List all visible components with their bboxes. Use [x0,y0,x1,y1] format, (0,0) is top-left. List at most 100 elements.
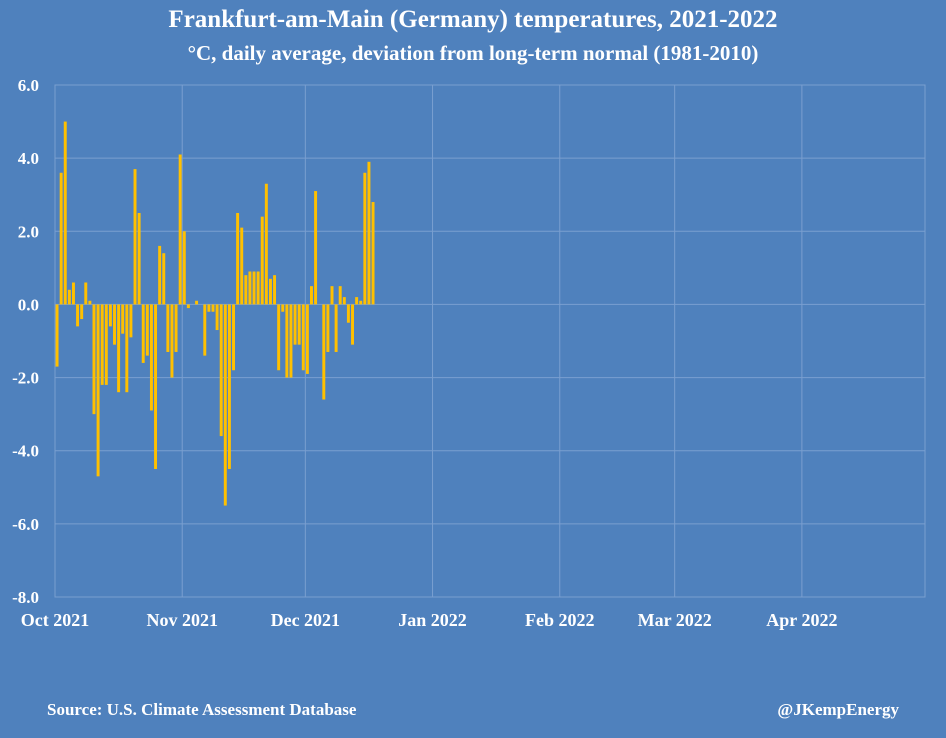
temperature-bar [104,304,108,385]
temperature-bar [113,304,116,345]
temperature-bar [117,304,121,393]
temperature-bar [80,304,84,320]
x-tick-label: Oct 2021 [21,610,89,630]
temperature-bar [141,304,145,363]
x-tick-label: Feb 2022 [525,610,595,630]
temperature-bar [351,304,354,345]
temperature-bar [133,169,137,305]
temperature-bar [240,227,244,305]
y-tick-label: 6.0 [18,76,39,95]
temperature-bar [158,245,162,305]
temperature-bar [232,304,235,371]
temperature-bar [326,304,330,352]
temperature-bar [186,304,190,309]
temperature-bar [145,304,149,356]
x-axis-ticks: Oct 2021 Nov 2021 Dec 2021 Jan 2022 Feb 2022… [21,610,838,630]
temperature-bar [174,304,178,352]
temperature-bar [154,304,158,469]
temperature-bar [125,304,129,393]
temperature-bar [121,304,125,334]
x-tick-label: Apr 2022 [766,610,837,630]
temperature-bar [334,304,338,352]
author-handle: @JKempEnergy [777,700,899,719]
temperature-bar [273,275,277,305]
y-tick-label: -2.0 [12,369,39,388]
temperature-bar [371,202,375,305]
temperature-bar [55,304,59,367]
temperature-bar [59,172,63,305]
temperature-bar [129,304,133,338]
temperature-bar [100,304,104,385]
temperature-bar [260,216,264,305]
temperature-bar [289,304,293,378]
x-tick-label: Dec 2021 [271,610,340,630]
x-tick-label: Jan 2022 [398,610,467,630]
plot-frame [54,84,926,598]
temperature-bar [285,304,289,378]
temperature-bar [211,304,215,312]
temperature-bar [268,278,272,305]
temperature-bar [227,304,231,469]
temperature-bar [355,297,359,305]
temperature-bar [244,275,248,305]
x-tick-label: Mar 2022 [638,610,712,630]
temperature-bar [305,304,309,374]
temperature-bar [342,297,346,305]
temperature-bar [108,304,112,327]
y-axis-ticks: 6.0 4.0 2.0 0.0 -2.0 -4.0 -6.0 -8.0 [12,76,39,607]
temperature-bar [256,271,260,305]
temperature-bar [330,286,334,305]
temperature-bar [219,304,223,437]
temperature-bar [203,304,207,356]
temperature-bar [215,304,219,331]
temperature-bar [252,271,256,305]
temperature-bar [84,282,88,305]
y-tick-label: 2.0 [18,222,39,241]
temperature-bar [277,304,281,371]
bar-series [55,121,375,506]
temperature-bar [314,191,318,305]
y-tick-label: -4.0 [12,442,39,461]
y-tick-label: -6.0 [12,515,39,534]
temperature-bar [182,231,186,305]
source-note: Source: U.S. Climate Assessment Database [47,700,357,719]
y-tick-label: 4.0 [18,149,39,168]
temperature-bar [293,304,297,345]
temperature-bar [96,304,100,477]
temperature-bar [63,121,67,305]
temperature-bar [281,304,285,312]
y-tick-label: -8.0 [12,588,39,607]
temperature-bar [297,304,301,345]
temperature-bar [67,289,71,305]
temperature-bar [178,154,182,305]
temperature-bar [367,161,371,305]
temperature-bar [236,213,240,305]
grid-lines [54,84,926,598]
temperature-bar [346,304,350,323]
temperature-bar [264,183,268,305]
temperature-bar [76,304,80,327]
temperature-bar [166,304,170,352]
temperature-bar [223,304,227,506]
temperature-bar [310,286,313,305]
temperature-bar [207,304,211,312]
temperature-bar [137,213,141,305]
temperature-bar [71,282,75,305]
temperature-bar [322,304,326,400]
temperature-bar [149,304,153,411]
x-tick-label: Nov 2021 [146,610,218,630]
temperature-bar [195,300,199,305]
chart-title: Frankfurt-am-Main (Germany) temperatures… [168,6,778,33]
chart-subtitle: °C, daily average, deviation from long-t… [187,41,759,65]
temperature-bar [248,271,252,305]
temperature-bar [363,172,367,305]
temperature-bar [338,286,342,305]
temperature-bar [88,300,92,305]
y-tick-label: 0.0 [18,295,39,314]
temperature-bar [170,304,174,378]
temperature-bar [162,253,166,305]
temperature-bar [359,300,363,305]
temperature-bar [301,304,305,371]
temperature-bar [92,304,96,415]
